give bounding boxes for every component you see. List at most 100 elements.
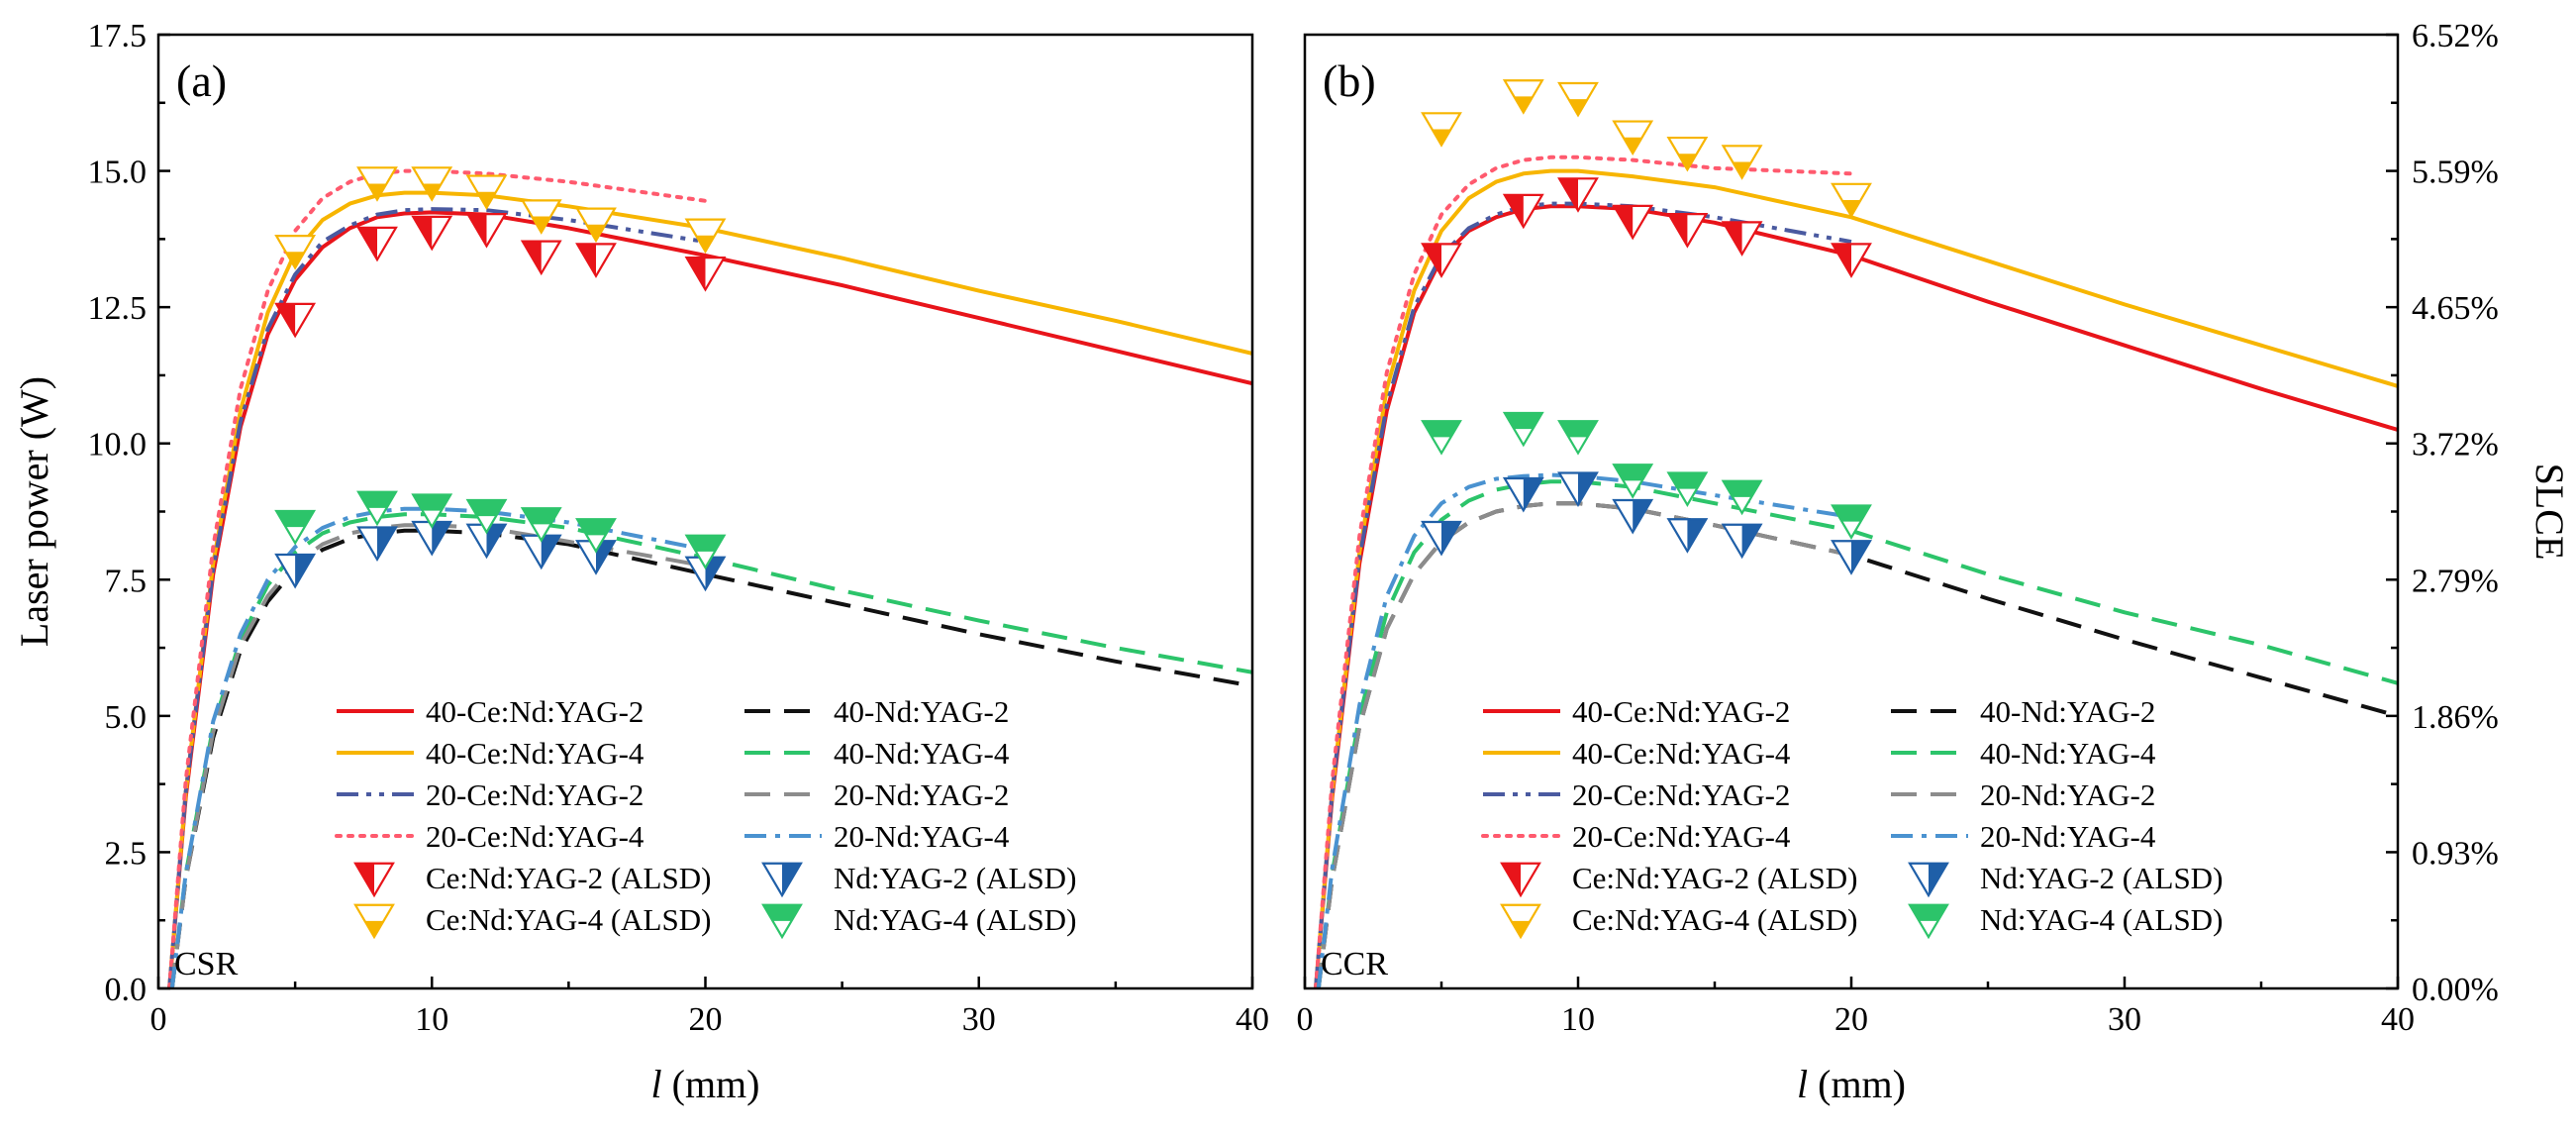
marker-ce2 <box>1831 243 1872 278</box>
y-tick-label: 10.0 <box>88 427 148 464</box>
y-tick-label: 12.5 <box>88 290 148 327</box>
marker-ce4 <box>1831 182 1872 219</box>
legend-label: Nd:YAG-4 (ALSD) <box>834 902 1076 937</box>
markers <box>1421 79 1872 575</box>
x-tick-label: 0 <box>1297 1001 1314 1038</box>
plot-frame <box>156 33 1254 990</box>
marker-nd4_marker <box>575 518 617 554</box>
marker-nd2_marker <box>1502 476 1544 513</box>
marker-nd4_marker <box>1721 479 1763 516</box>
marker-ce4 <box>575 207 617 244</box>
markers <box>274 166 727 592</box>
legend-marker-ce2 <box>1500 862 1541 898</box>
x-tick-label: 40 <box>2381 1001 2415 1038</box>
marker-ce2 <box>684 257 727 292</box>
y2-tick-label: 0.00% <box>2412 972 2499 1008</box>
marker-ce2 <box>1502 193 1544 230</box>
y2-tick-label: 4.65% <box>2412 290 2499 327</box>
legend-label: 20-Nd:YAG-4 <box>1980 819 2156 854</box>
marker-nd4_marker <box>274 509 317 546</box>
marker-ce4 <box>1666 136 1709 172</box>
x-tick-label: 0 <box>150 1001 167 1038</box>
panel-b: 0 10 20 30 400.00% 0.93% 1.86% 2.79% 3.72% 4.65% 5… <box>1297 18 2573 1106</box>
series-line-nd4 <box>169 512 1252 988</box>
marker-ce4 <box>1421 112 1462 148</box>
x-tick-label: 20 <box>1834 1001 1868 1038</box>
legend-label: 20-Ce:Nd:YAG-2 <box>1572 777 1790 812</box>
legend-label: Ce:Nd:YAG-4 (ALSD) <box>1572 902 1857 937</box>
legend-marker-ce4 <box>1500 903 1541 940</box>
marker-nd4_marker <box>684 534 727 570</box>
y-tick-label: 0.0 <box>105 972 148 1008</box>
legend: 40-Ce:Nd:YAG-2 40-Ce:Nd:YAG-4 20-Ce:Nd:YAG… <box>1481 694 2223 940</box>
marker-nd2_marker <box>1421 520 1462 557</box>
corner-label: CSR <box>174 946 239 982</box>
marker-ce2 <box>411 215 453 252</box>
legend-label: 40-Nd:YAG-2 <box>834 694 1009 729</box>
x-axis-title-symbol: l <box>1797 1062 1808 1106</box>
marker-ce4 <box>1557 81 1599 118</box>
y2-tick-label: 3.72% <box>2412 427 2499 464</box>
y-tick-label: 5.0 <box>105 699 148 736</box>
legend-marker-ce2 <box>353 862 395 898</box>
y-tick-label: 2.5 <box>105 835 148 872</box>
y-tick-label: 15.0 <box>88 155 148 191</box>
panel-label: (a) <box>176 55 227 106</box>
x-tick-label: 30 <box>962 1001 996 1038</box>
series-line-nd2 <box>169 528 1252 988</box>
marker-ce4 <box>411 166 453 202</box>
marker-nd4_marker <box>520 507 562 543</box>
legend-label: Ce:Nd:YAG-4 (ALSD) <box>426 902 711 937</box>
marker-ce2 <box>1557 177 1599 213</box>
x-axis-title: l (mm) <box>651 1062 760 1106</box>
x-tick-label: 30 <box>2108 1001 2141 1038</box>
legend-label: 20-Nd:YAG-2 <box>1980 777 2155 812</box>
legend-label: 20-Nd:YAG-2 <box>834 777 1009 812</box>
marker-ce4 <box>1612 120 1654 156</box>
marker-ce4 <box>356 166 398 202</box>
legend-label: 40-Ce:Nd:YAG-2 <box>426 694 644 729</box>
x-tick-label: 10 <box>415 1001 448 1038</box>
series-line-nd2_20 <box>1316 501 1852 988</box>
series-line-ce4_20 <box>167 168 708 988</box>
marker-nd4_marker <box>1831 504 1872 540</box>
series-line-nd2 <box>1316 501 2398 988</box>
legend-label: Ce:Nd:YAG-2 (ALSD) <box>426 861 711 895</box>
y2-tick-label: 1.86% <box>2412 699 2499 736</box>
x-tick-label: 10 <box>1561 1001 1595 1038</box>
legend-label: 40-Nd:YAG-2 <box>1980 694 2155 729</box>
legend-label: 20-Ce:Nd:YAG-4 <box>426 819 644 854</box>
x-axis-title-unit: (mm) <box>1808 1062 1906 1106</box>
marker-nd4_marker <box>1666 471 1709 507</box>
legend-label: Nd:YAG-2 (ALSD) <box>1980 861 2223 895</box>
marker-nd2_marker <box>1721 523 1763 560</box>
marker-nd2_marker <box>1557 471 1599 507</box>
marker-nd2_marker <box>356 526 398 562</box>
legend-marker-nd4_marker <box>1908 903 1949 940</box>
panel-label: (b) <box>1323 55 1376 106</box>
legend-marker-nd2_marker <box>1908 862 1949 898</box>
marker-nd2_marker <box>1612 498 1654 535</box>
x-tick-label: 20 <box>689 1001 723 1038</box>
legend-label: 40-Ce:Nd:YAG-2 <box>1572 694 1790 729</box>
legend-label: 40-Ce:Nd:YAG-4 <box>426 736 644 771</box>
series-lines <box>167 168 1252 988</box>
legend-marker-nd2_marker <box>761 862 803 898</box>
marker-nd4_marker <box>411 493 453 529</box>
x-axis-title-unit: (mm) <box>662 1062 760 1106</box>
y-axis-title: Laser power (W) <box>12 376 56 647</box>
marker-ce4 <box>1721 145 1763 180</box>
marker-ce4 <box>274 235 317 270</box>
legend-marker-nd4_marker <box>761 903 803 940</box>
marker-ce2 <box>356 226 398 262</box>
x-axis-title-symbol: l <box>651 1062 662 1106</box>
y2-axis-title: SLCE <box>2527 464 2572 561</box>
marker-ce2 <box>575 243 617 278</box>
marker-nd4_marker <box>1557 420 1599 456</box>
series-line-ce4 <box>1314 168 2398 988</box>
marker-ce2 <box>465 213 508 249</box>
y2-tick-label: 5.59% <box>2412 155 2499 191</box>
y-tick-label: 17.5 <box>88 18 148 54</box>
y-tick-label: 7.5 <box>105 563 148 599</box>
